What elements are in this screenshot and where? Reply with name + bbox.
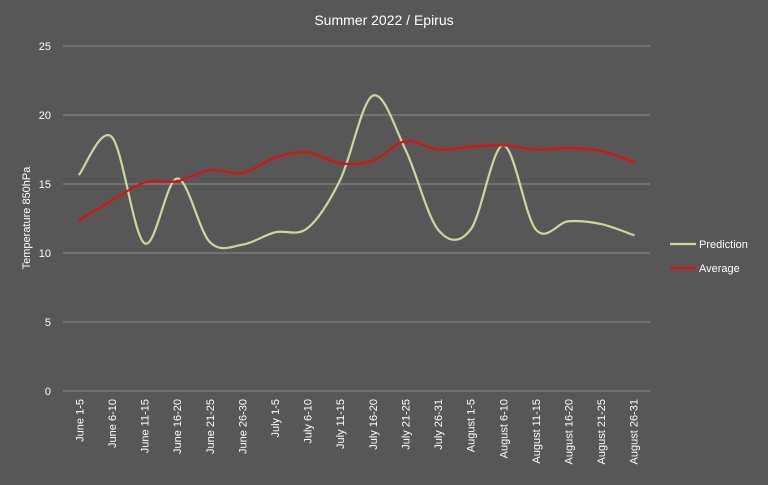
x-tick-label: June 26-30 — [237, 399, 249, 454]
data-point-average — [437, 149, 439, 151]
x-tick-label: August 21-25 — [596, 399, 608, 464]
data-point-prediction — [405, 149, 407, 151]
x-tick-label: June 16-20 — [172, 399, 184, 454]
series-lines — [78, 94, 635, 250]
data-point-prediction — [144, 243, 146, 245]
x-tick-label: August 26-31 — [629, 399, 641, 464]
x-tick-label: August 11-15 — [531, 399, 543, 464]
y-tick-label: 5 — [45, 317, 51, 329]
x-tick-label: August 16-20 — [563, 399, 575, 464]
data-point-prediction — [79, 174, 81, 176]
y-tick-label: 25 — [39, 41, 51, 53]
x-tick-label: July 6-10 — [303, 399, 315, 444]
data-point-average — [633, 161, 635, 163]
data-point-prediction — [339, 179, 341, 181]
data-point-average — [502, 145, 504, 147]
data-point-prediction — [470, 229, 472, 231]
x-tick-label: August 1-5 — [466, 399, 478, 452]
x-tick-label: July 1-5 — [270, 399, 282, 438]
x-tick-label: August 6-10 — [498, 399, 510, 458]
data-point-prediction — [633, 234, 635, 236]
y-tick-label: 20 — [39, 110, 51, 122]
data-point-prediction — [111, 136, 113, 138]
x-tick-label: June 6-10 — [107, 399, 119, 448]
data-point-average — [372, 160, 374, 162]
data-point-average — [209, 169, 211, 171]
legend: Prediction Average — [670, 239, 748, 275]
data-point-prediction — [274, 232, 276, 234]
x-tick-label: June 11-15 — [140, 399, 152, 453]
data-point-prediction — [372, 95, 374, 97]
data-point-average — [535, 149, 537, 151]
data-point-prediction — [437, 229, 439, 231]
data-point-average — [111, 200, 113, 202]
data-point-average — [339, 163, 341, 165]
data-point-average — [242, 172, 244, 174]
data-point-prediction — [176, 178, 178, 180]
data-point-average — [144, 182, 146, 184]
grid-lines — [63, 45, 650, 392]
y-tick-label: 15 — [39, 179, 51, 191]
data-point-average — [79, 219, 81, 221]
data-point-prediction — [600, 223, 602, 225]
x-tick-label: July 16-20 — [368, 399, 380, 450]
y-axis-label: Temperature 850hPa — [21, 166, 33, 270]
data-point-prediction — [535, 229, 537, 231]
data-point-prediction — [307, 227, 309, 229]
x-tick-label: July 11-15 — [335, 399, 347, 449]
y-tick-labels: 0 5 10 15 20 25 — [39, 41, 51, 398]
data-point-prediction — [242, 244, 244, 246]
x-tick-label: June 1-5 — [74, 399, 86, 442]
y-tick-label: 0 — [45, 386, 51, 398]
data-point-prediction — [568, 220, 570, 222]
x-tick-label: July 21-25 — [400, 399, 412, 450]
data-point-average — [470, 146, 472, 148]
data-point-average — [176, 180, 178, 182]
data-point-average — [568, 147, 570, 149]
x-tick-label: July 26-31 — [433, 399, 445, 450]
data-point-average — [405, 140, 407, 142]
series-line-average — [78, 139, 635, 221]
legend-label-average: Average — [699, 263, 740, 275]
series-line-prediction — [78, 94, 635, 250]
y-tick-label: 10 — [39, 248, 51, 260]
x-tick-label: June 21-25 — [205, 399, 217, 454]
data-point-average — [274, 157, 276, 159]
data-point-average — [307, 151, 309, 153]
legend-label-prediction: Prediction — [699, 239, 748, 251]
x-tick-labels: June 1-5 June 6-10 June 11-15 June 16-20 Jun… — [74, 399, 640, 464]
data-point-average — [600, 150, 602, 152]
data-point-prediction — [209, 241, 211, 243]
chart-title: Summer 2022 / Epirus — [314, 12, 453, 28]
